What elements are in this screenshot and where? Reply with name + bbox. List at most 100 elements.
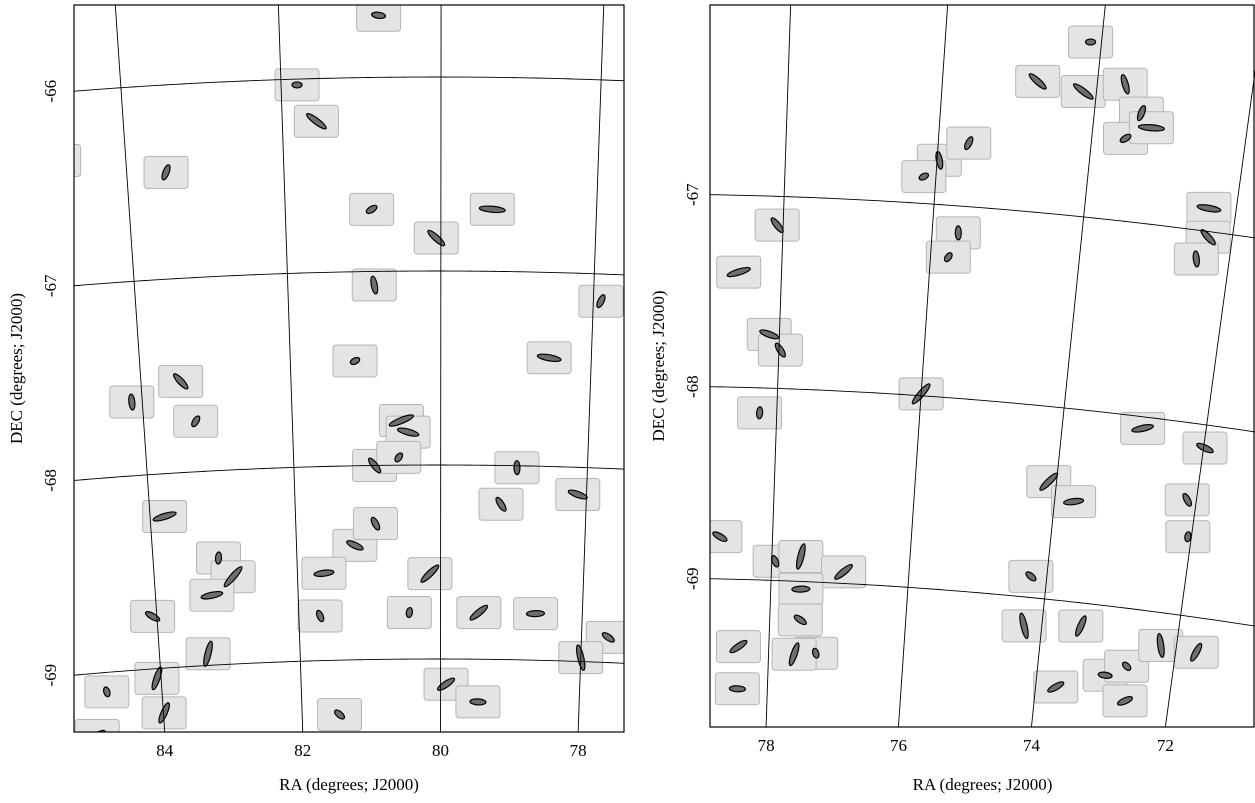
source bbox=[420, 564, 440, 583]
x-tick-label: 84 bbox=[156, 741, 174, 760]
grid-line bbox=[114, 5, 166, 732]
y-tick-label: -66 bbox=[41, 80, 60, 103]
plot-frame bbox=[709, 4, 1255, 728]
source bbox=[729, 639, 748, 654]
plot-area bbox=[710, 5, 1255, 727]
x-tick-label: 72 bbox=[1157, 736, 1174, 755]
y-axis-label: DEC (degrees; J2000) bbox=[649, 290, 668, 441]
source bbox=[1097, 671, 1113, 679]
source bbox=[1121, 661, 1132, 671]
source bbox=[469, 698, 487, 706]
source bbox=[161, 164, 171, 181]
source bbox=[349, 356, 361, 366]
field-patch bbox=[74, 144, 82, 178]
source bbox=[793, 614, 807, 626]
source bbox=[396, 427, 420, 437]
source bbox=[536, 353, 562, 363]
y-tick-label: -67 bbox=[41, 274, 60, 297]
y-tick-label: -69 bbox=[683, 567, 702, 590]
grid-line bbox=[765, 5, 792, 727]
source bbox=[333, 709, 346, 720]
source bbox=[203, 640, 213, 668]
x-tick-label: 80 bbox=[432, 741, 449, 760]
grid-line bbox=[74, 270, 624, 287]
source bbox=[1196, 204, 1222, 213]
x-tick-label: 78 bbox=[570, 741, 587, 760]
grid-line bbox=[277, 5, 304, 732]
source bbox=[788, 642, 800, 667]
source bbox=[755, 406, 764, 420]
source bbox=[712, 531, 728, 543]
source bbox=[795, 543, 806, 570]
source bbox=[1156, 632, 1165, 658]
source bbox=[728, 685, 746, 693]
source bbox=[964, 136, 974, 151]
source bbox=[1072, 83, 1094, 100]
source bbox=[1131, 424, 1155, 433]
source bbox=[1196, 442, 1214, 454]
source bbox=[495, 496, 507, 512]
grid-line bbox=[74, 76, 624, 92]
source bbox=[1119, 133, 1132, 144]
source bbox=[214, 551, 223, 565]
grid-line bbox=[898, 5, 949, 727]
x-tick-label: 82 bbox=[294, 741, 311, 760]
x-tick-label: 78 bbox=[758, 736, 775, 755]
source bbox=[128, 393, 136, 411]
source bbox=[834, 564, 853, 580]
source bbox=[53, 150, 64, 171]
source bbox=[1074, 615, 1087, 637]
source bbox=[1116, 696, 1134, 706]
source bbox=[200, 590, 224, 600]
grid-line bbox=[74, 464, 624, 481]
source bbox=[151, 666, 163, 691]
source bbox=[567, 489, 588, 500]
source bbox=[774, 342, 786, 358]
source bbox=[513, 460, 521, 476]
grid-line bbox=[710, 578, 1255, 627]
x-axis-label: RA (degrees; J2000) bbox=[279, 775, 419, 794]
source bbox=[1182, 492, 1193, 507]
source bbox=[315, 609, 325, 623]
source bbox=[371, 11, 387, 20]
source bbox=[1120, 74, 1130, 95]
field-patch bbox=[74, 718, 120, 732]
source bbox=[1063, 497, 1085, 506]
y-axis-label: DEC (degrees; J2000) bbox=[7, 293, 26, 444]
source bbox=[223, 566, 243, 588]
source bbox=[172, 373, 189, 390]
source bbox=[1184, 531, 1192, 543]
source bbox=[1190, 642, 1203, 662]
source bbox=[388, 414, 415, 427]
source bbox=[770, 555, 780, 568]
source bbox=[1047, 681, 1065, 693]
source bbox=[405, 606, 414, 619]
panel: 78 76 74 72 -67 -68 -69 RA (degrees; J2000) DEC … bbox=[649, 4, 1255, 794]
grid-line bbox=[1164, 68, 1255, 727]
source bbox=[158, 702, 170, 724]
source bbox=[596, 294, 606, 309]
source bbox=[943, 252, 953, 263]
source bbox=[1025, 571, 1037, 582]
source bbox=[394, 452, 404, 463]
source bbox=[726, 266, 751, 278]
x-tick-label: 76 bbox=[890, 736, 907, 755]
plot-frame bbox=[73, 4, 625, 733]
source bbox=[525, 610, 546, 618]
source bbox=[306, 113, 327, 130]
source bbox=[102, 686, 111, 698]
source bbox=[469, 604, 489, 621]
source bbox=[144, 611, 161, 622]
y-tick-label: -69 bbox=[41, 664, 60, 687]
x-axis-label: RA (degrees; J2000) bbox=[913, 775, 1053, 794]
grid-line bbox=[74, 658, 624, 676]
plot-area bbox=[53, 5, 624, 732]
y-tick-label: -68 bbox=[41, 469, 60, 492]
x-tick-label: 74 bbox=[1023, 736, 1041, 755]
grid-line bbox=[577, 5, 605, 732]
source bbox=[365, 204, 378, 215]
source bbox=[1019, 612, 1029, 640]
source bbox=[1200, 229, 1216, 246]
source bbox=[436, 677, 456, 691]
